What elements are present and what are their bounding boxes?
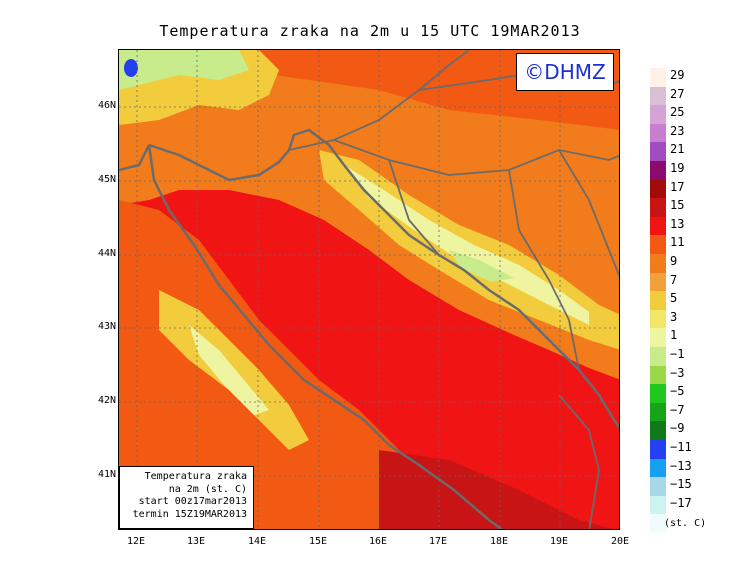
legend-level-label: −11: [670, 440, 692, 454]
lon-label-17e: 17E: [428, 536, 448, 547]
lon-label-14e: 14E: [247, 536, 267, 547]
dhmz-logo: ©DHMZ: [516, 53, 614, 91]
lat-lon-grid: [119, 50, 619, 529]
legend-level-label: 19: [670, 161, 685, 175]
legend-swatch: [650, 328, 666, 347]
legend-level-label: 25: [670, 105, 685, 120]
info-line-2: na 2m (st. C): [168, 483, 247, 495]
legend-swatch: [650, 86, 666, 106]
lon-label-18e: 18E: [489, 536, 509, 547]
legend-swatch: [650, 235, 666, 254]
lat-label-41n: 41N: [97, 469, 116, 480]
legend-level-label: 1: [670, 328, 678, 343]
legend-swatch: [650, 291, 666, 310]
legend-level-label: −9: [670, 421, 685, 436]
info-box: Temperatura zraka na 2m (st. C) start 00…: [119, 466, 254, 529]
legend-level-label: 3: [670, 309, 678, 324]
lon-label-13e: 13E: [186, 536, 206, 547]
legend-swatch: [650, 216, 666, 236]
italy-mild-area: [119, 200, 478, 529]
legend-swatch: [650, 142, 666, 161]
temperature-map: [118, 49, 620, 530]
legend-swatch: [650, 495, 666, 515]
legend-swatch: [650, 514, 666, 533]
legend-unit: (st. C): [664, 518, 707, 529]
legend-level-label: 21: [670, 142, 685, 157]
info-line-3: start 00z17mar2013: [138, 496, 247, 507]
legend-swatch: [650, 477, 666, 496]
lon-label-19e: 19E: [549, 536, 569, 547]
south-hot-area: [379, 450, 614, 529]
temperature-field: [119, 50, 619, 529]
legend-swatch: [650, 347, 666, 366]
lat-label-42n: 42N: [97, 395, 116, 406]
lon-label-16e: 16E: [368, 536, 388, 547]
legend-swatch: [650, 123, 666, 143]
legend-swatch: [650, 402, 666, 422]
legend-level-label: −13: [670, 458, 692, 473]
legend-level-label: −7: [670, 402, 685, 417]
apennine-cold-area: [189, 325, 269, 415]
legend-level-label: 5: [670, 291, 678, 306]
lon-label-15e: 15E: [308, 536, 328, 547]
lat-label-45n: 45N: [97, 174, 116, 185]
legend-swatch: [650, 309, 666, 329]
legend-level-label: 17: [670, 179, 685, 194]
info-line-1: Temperatura zraka: [144, 471, 247, 482]
alpine-cold-area: [119, 50, 249, 90]
legend-swatch: [650, 458, 666, 478]
legend-level-label: −1: [670, 347, 685, 361]
legend-level-label: −17: [670, 495, 692, 510]
legend-swatch: [650, 254, 666, 273]
legend-level-label: −5: [670, 384, 685, 399]
dinaric-cold-area: [344, 165, 589, 325]
legend-swatch: [650, 421, 666, 440]
legend-swatch: [650, 440, 666, 459]
lat-label-43n: 43N: [97, 321, 116, 332]
legend-level-label: −15: [670, 477, 692, 492]
legend-swatch: [650, 365, 666, 385]
lon-label-12e: 12E: [126, 536, 146, 547]
legend-level-label: 7: [670, 272, 678, 287]
legend-swatch: [650, 384, 666, 403]
legend-swatch: [650, 161, 666, 180]
map-title: Temperatura zraka na 2m u 15 UTC 19MAR20…: [159, 22, 581, 40]
legend-level-label: 9: [670, 254, 678, 268]
legend-swatch: [650, 272, 666, 292]
legend-level-label: 15: [670, 198, 685, 213]
legend-level-label: 27: [670, 86, 685, 101]
info-line-4: termin 15Z19MAR2013: [132, 508, 247, 520]
legend-level-label: 29: [670, 68, 685, 82]
lat-label-46n: 46N: [97, 100, 116, 111]
lon-label-20e: 20E: [610, 536, 630, 547]
legend-swatch: [650, 105, 666, 124]
alpine-freezing-spot: [124, 59, 138, 77]
legend-swatch: [650, 179, 666, 199]
legend-swatch: [650, 68, 666, 87]
legend-level-label: 11: [670, 235, 685, 250]
cold-spot: [449, 250, 514, 282]
legend-level-label: 23: [670, 123, 685, 138]
legend-level-label: 13: [670, 216, 685, 231]
lat-label-44n: 44N: [97, 248, 116, 259]
legend-swatch: [650, 198, 666, 217]
legend-level-label: −3: [670, 365, 685, 380]
coastlines: [119, 128, 619, 529]
